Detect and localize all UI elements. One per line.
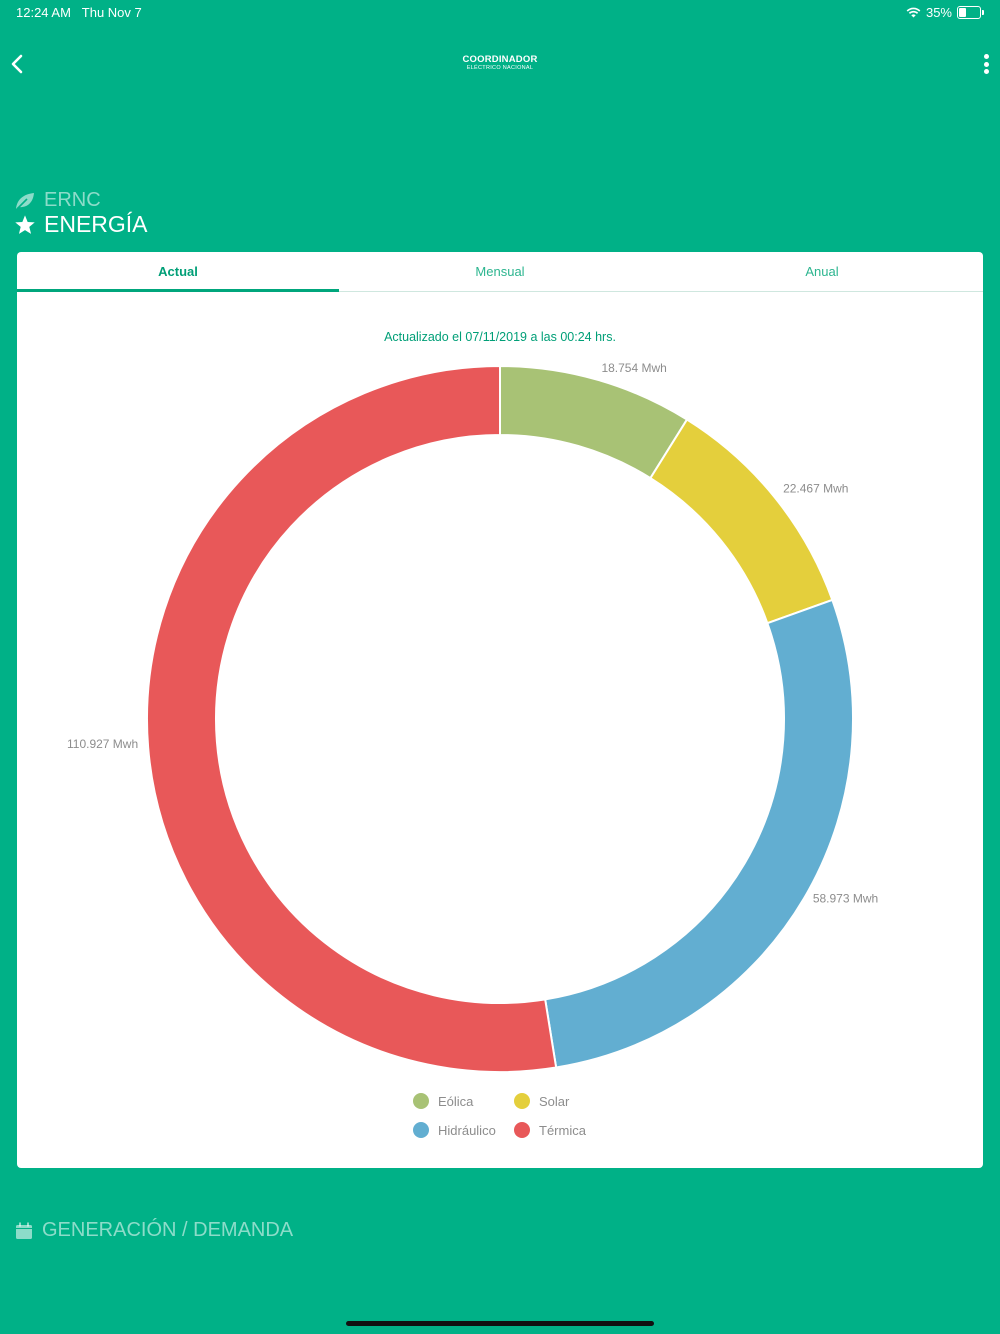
tab-mensual[interactable]: Mensual <box>475 264 525 279</box>
section-generacion-demanda[interactable]: GENERACIÓN / DEMANDA <box>15 1219 293 1242</box>
status-bar: 12:24 AM Thu Nov 7 35% <box>0 0 1000 24</box>
nav-bar: COORDINADOR ELÉCTRICO NACIONAL <box>0 40 1000 90</box>
donut-slice-termica[interactable] <box>146 364 558 1073</box>
tab-actual[interactable]: Actual <box>158 264 198 279</box>
legend-item-hidraulico[interactable]: Hidráulico <box>413 1122 496 1138</box>
donut-value-label-eolica: 18.754 Mwh <box>601 361 666 375</box>
section-generacion-label: GENERACIÓN / DEMANDA <box>42 1219 294 1241</box>
legend-item-eolica[interactable]: Eólica <box>413 1093 473 1109</box>
donut-slice-solar[interactable] <box>649 418 834 625</box>
coordinador-logo: COORDINADOR ELÉCTRICO NACIONAL <box>462 54 538 71</box>
home-indicator <box>346 1321 654 1326</box>
star-icon <box>15 214 35 234</box>
back-button[interactable] <box>6 50 34 78</box>
donut-value-label-solar: 22.467 Mwh <box>783 481 848 495</box>
more-menu-button[interactable] <box>980 54 992 78</box>
energy-card: Actual Mensual Anual Actualizado el 07/1… <box>17 252 983 1168</box>
legend-dot-hidraulico <box>413 1122 429 1138</box>
chevron-left-icon <box>11 54 23 74</box>
calendar-icon <box>16 1222 32 1239</box>
legend-item-solar[interactable]: Solar <box>514 1093 569 1109</box>
battery-icon <box>957 6 981 19</box>
donut-slice-eolica[interactable] <box>499 364 689 480</box>
legend-dot-eolica <box>413 1093 429 1109</box>
status-indicators: 35% <box>906 5 984 20</box>
donut-slice-hidraulico[interactable] <box>544 598 854 1069</box>
legend-label-hidraulico: Hidráulico <box>438 1122 496 1138</box>
leaf-icon <box>16 192 34 210</box>
donut-value-label-termica: 110.927 Mwh <box>67 737 138 751</box>
legend-label-solar: Solar <box>539 1093 570 1109</box>
section-energia[interactable]: ENERGÍA <box>14 211 148 238</box>
donut-value-label-hidraulico: 58.973 Mwh <box>813 892 878 906</box>
tab-indicator <box>17 289 339 292</box>
battery-percent: 35% <box>925 5 952 20</box>
tab-anual[interactable]: Anual <box>805 264 839 279</box>
status-time: 12:24 AM Thu Nov 7 <box>16 5 142 20</box>
legend-label-eolica: Eólica <box>438 1093 474 1109</box>
legend-dot-termica <box>514 1122 530 1138</box>
updated-timestamp: Actualizado el 07/11/2019 a las 00:24 hr… <box>384 330 616 344</box>
section-energia-label: ENERGÍA <box>44 211 148 237</box>
section-ernc[interactable]: ERNC <box>14 189 101 212</box>
legend-dot-solar <box>514 1093 530 1109</box>
legend-label-termica: Térmica <box>539 1122 586 1138</box>
wifi-icon <box>906 7 921 18</box>
tab-bar: Actual Mensual Anual <box>17 252 983 292</box>
energy-donut-chart: 18.754 Mwh 22.467 Mwh 58.973 Mwh 110.927 Mw… <box>67 361 878 1073</box>
legend-item-termica[interactable]: Térmica <box>514 1122 586 1138</box>
section-ernc-label: ERNC <box>44 189 101 211</box>
